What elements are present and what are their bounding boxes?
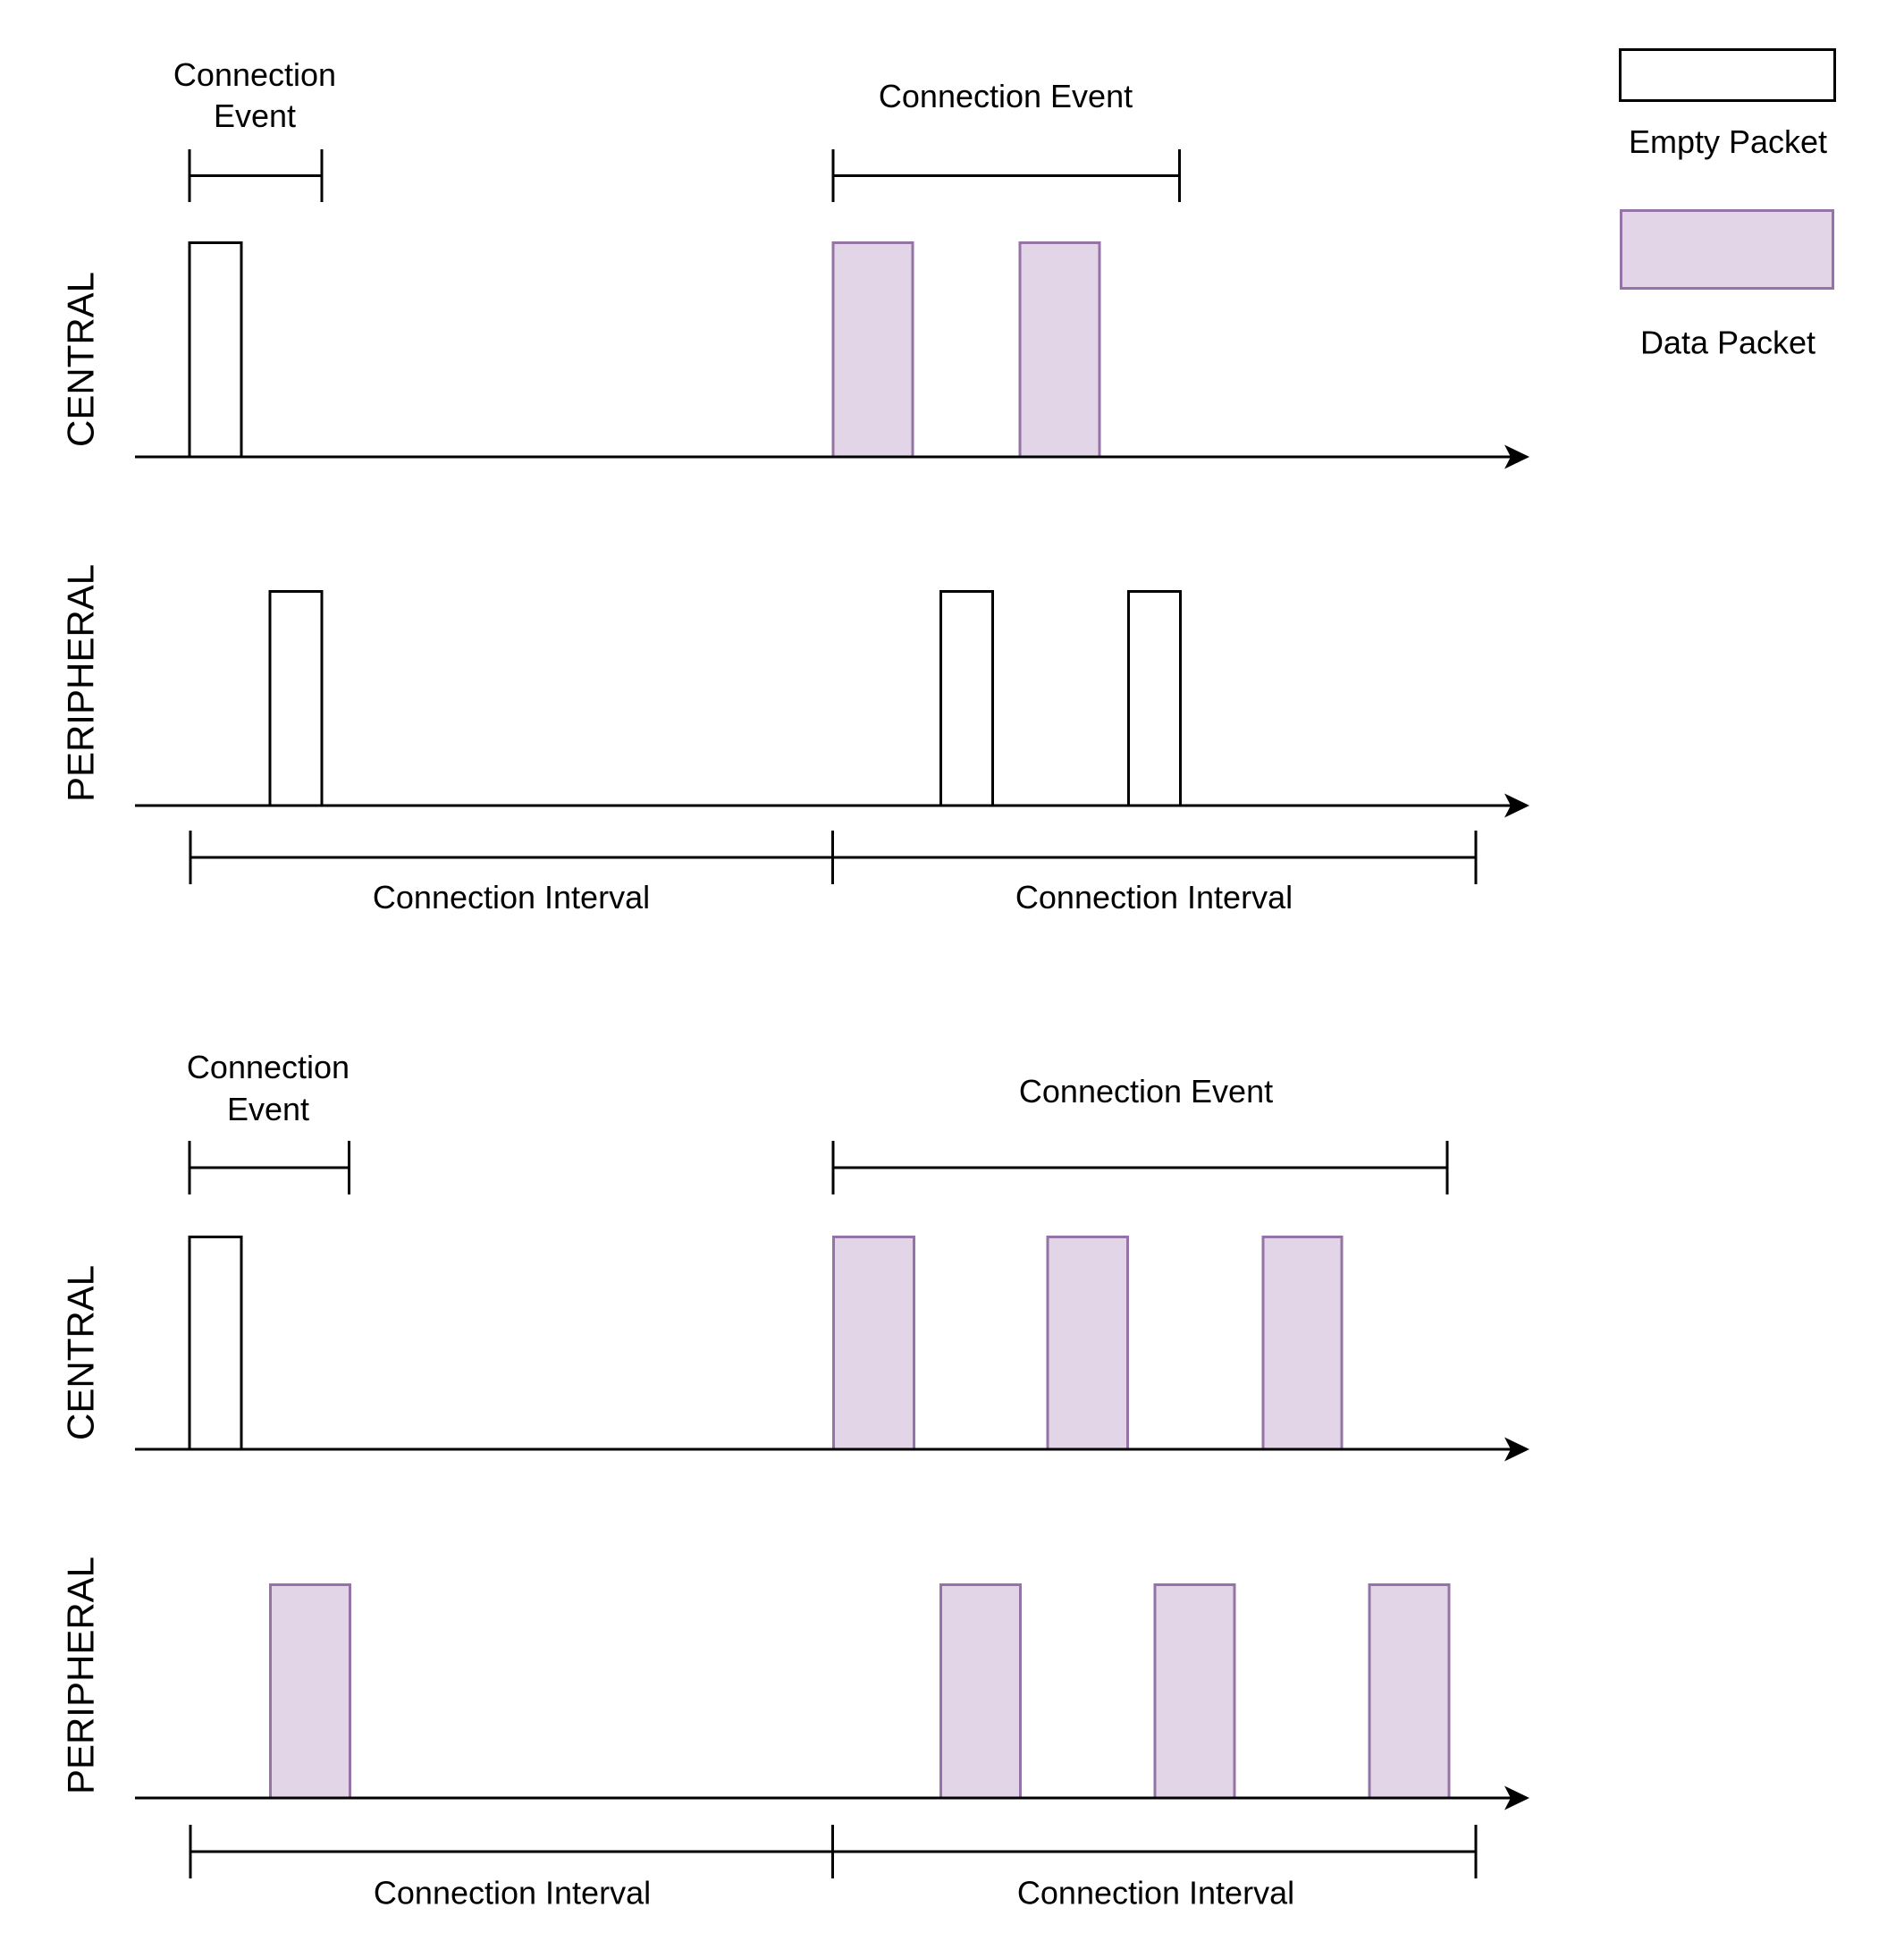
svg-text:Connection: Connection xyxy=(173,56,336,93)
svg-text:Connection Interval: Connection Interval xyxy=(1015,879,1293,916)
svg-text:Data Packet: Data Packet xyxy=(1640,325,1816,361)
svg-text:Connection: Connection xyxy=(187,1049,350,1085)
svg-text:PERIPHERAL: PERIPHERAL xyxy=(60,1557,102,1794)
svg-text:Connection Interval: Connection Interval xyxy=(374,1875,651,1912)
svg-text:PERIPHERAL: PERIPHERAL xyxy=(60,564,102,802)
svg-text:Event: Event xyxy=(214,97,296,134)
svg-text:Empty Packet: Empty Packet xyxy=(1629,123,1827,160)
svg-text:Event: Event xyxy=(227,1091,309,1127)
svg-text:CENTRAL: CENTRAL xyxy=(60,272,102,447)
svg-text:Connection Event: Connection Event xyxy=(879,78,1133,114)
svg-text:Connection Interval: Connection Interval xyxy=(1017,1875,1294,1912)
svg-text:CENTRAL: CENTRAL xyxy=(60,1265,102,1440)
svg-text:Connection Event: Connection Event xyxy=(1019,1073,1273,1110)
svg-text:Connection Interval: Connection Interval xyxy=(373,879,650,916)
